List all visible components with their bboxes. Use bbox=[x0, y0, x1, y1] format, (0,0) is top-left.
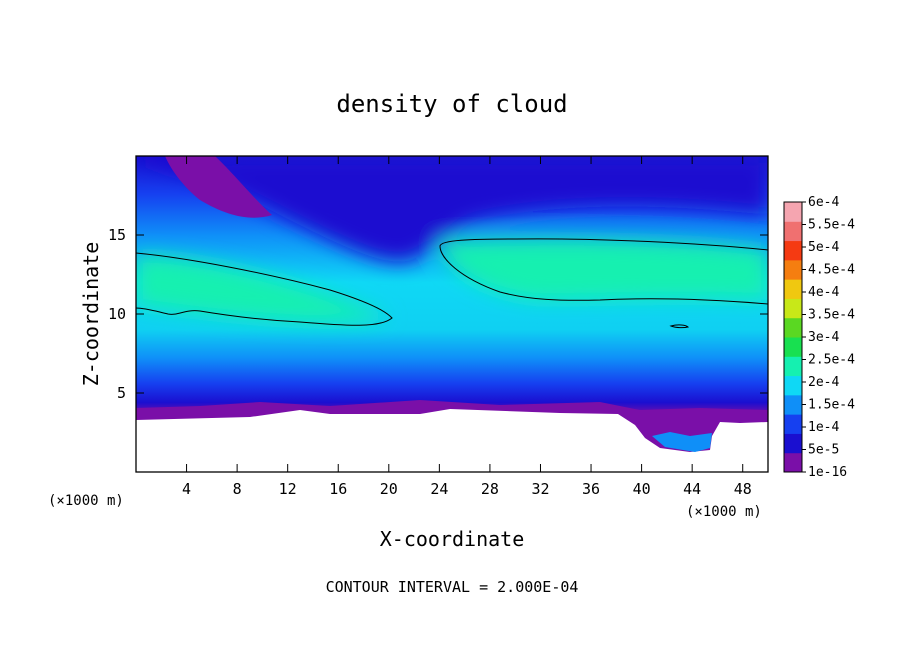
y-axis-label: Z-coordinate bbox=[79, 242, 103, 387]
y-tick-label: 10 bbox=[108, 305, 126, 323]
colorbar-swatch bbox=[784, 279, 802, 299]
x-axis-label: X-coordinate bbox=[380, 527, 525, 551]
y-tick-label: 5 bbox=[117, 384, 126, 402]
contour-line-left bbox=[136, 252, 393, 326]
colorbar-swatch bbox=[784, 414, 802, 434]
colorbar-label: 3.5e-4 bbox=[808, 308, 855, 323]
x-axis-unit-left: (×1000 m) bbox=[48, 493, 124, 509]
x-tick-label: 36 bbox=[582, 480, 600, 498]
colorbar-swatch bbox=[784, 221, 802, 242]
colorbar-swatch bbox=[784, 240, 802, 261]
x-tick-label: 28 bbox=[481, 480, 499, 498]
colorbar-label: 2e-4 bbox=[808, 375, 839, 390]
field-right-core bbox=[440, 238, 768, 300]
colorbar-label: 6e-4 bbox=[808, 195, 839, 210]
colorbar-swatch bbox=[784, 452, 802, 473]
x-tick-label: 40 bbox=[633, 480, 651, 498]
colorbar-swatch bbox=[784, 337, 802, 357]
colorbar-swatch bbox=[784, 259, 802, 280]
plot-area bbox=[136, 156, 768, 472]
colorbar: 1e-16 5e-5 1e-4 1.5e-4 2e-4 2.5e-4 3e-4 3.5e-4 4… bbox=[783, 195, 855, 480]
colorbar-label: 5.5e-4 bbox=[808, 218, 855, 233]
x-tick-label: 24 bbox=[430, 480, 448, 498]
y-axis-ticks: 5 10 15 bbox=[108, 226, 768, 402]
colorbar-label: 5e-4 bbox=[808, 240, 839, 255]
x-tick-label: 44 bbox=[683, 480, 701, 498]
x-tick-label: 32 bbox=[531, 480, 549, 498]
x-tick-label: 20 bbox=[380, 480, 398, 498]
contour-line-small bbox=[669, 324, 689, 329]
colorbar-label: 5e-5 bbox=[808, 443, 839, 458]
colorbar-label: 4e-4 bbox=[808, 285, 839, 300]
field-upper-dark-band bbox=[136, 156, 768, 262]
x-tick-label: 4 bbox=[182, 480, 191, 498]
colorbar-label: 3e-4 bbox=[808, 330, 839, 345]
colorbar-swatch bbox=[784, 356, 802, 377]
colorbar-swatch bbox=[784, 394, 802, 415]
y-tick-label: 15 bbox=[108, 226, 126, 244]
x-tick-label: 12 bbox=[279, 480, 297, 498]
colorbar-label: 1e-4 bbox=[808, 420, 839, 435]
colorbar-label: 2.5e-4 bbox=[808, 353, 855, 368]
x-tick-label: 48 bbox=[734, 480, 752, 498]
colorbar-swatch bbox=[784, 317, 802, 338]
colorbar-swatch bbox=[784, 375, 802, 396]
x-axis-unit-right: (×1000 m) bbox=[686, 504, 762, 520]
contour-interval-note: CONTOUR INTERVAL = 2.000E-04 bbox=[326, 578, 579, 596]
colorbar-label: 1.5e-4 bbox=[808, 398, 855, 413]
terrain-mask bbox=[136, 409, 768, 472]
colorbar-swatch bbox=[784, 433, 802, 454]
x-tick-label: 16 bbox=[329, 480, 347, 498]
valley-cloud bbox=[652, 432, 712, 452]
colorbar-label: 1e-16 bbox=[808, 465, 847, 480]
x-tick-label: 8 bbox=[233, 480, 242, 498]
colorbar-label: 4.5e-4 bbox=[808, 263, 855, 278]
contour-line-right bbox=[439, 238, 768, 305]
field-left-core bbox=[136, 255, 390, 323]
field-top-left-max bbox=[165, 156, 272, 218]
x-axis-ticks: 4 8 12 16 20 24 28 32 36 40 44 48 bbox=[182, 156, 752, 498]
chart-title: density of cloud bbox=[336, 90, 567, 118]
colorbar-swatch bbox=[784, 202, 802, 222]
colorbar-swatch bbox=[784, 298, 802, 319]
